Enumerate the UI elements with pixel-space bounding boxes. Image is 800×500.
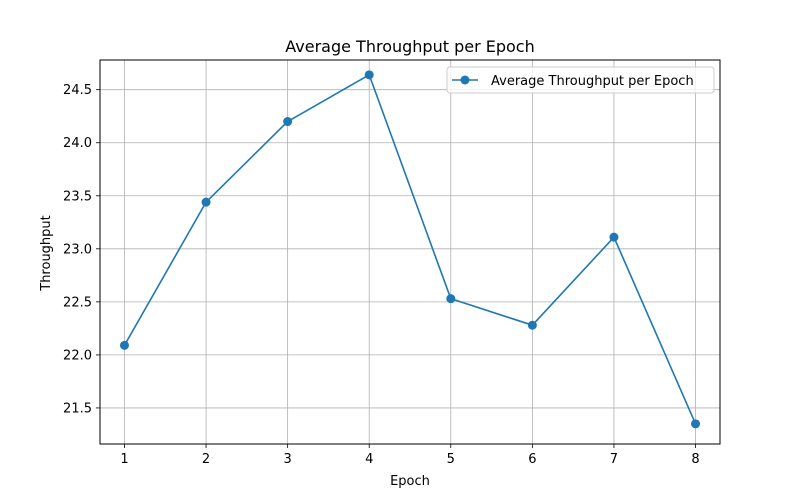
y-tick-label: 24.5 — [63, 83, 92, 98]
y-tick-label: 22.5 — [63, 295, 92, 310]
data-point-marker — [201, 197, 211, 207]
x-tick-label: 5 — [447, 452, 455, 467]
x-tick-label: 6 — [528, 452, 536, 467]
series-layer — [119, 70, 701, 429]
plot-area-frame — [99, 59, 721, 445]
data-point-marker — [119, 340, 129, 350]
y-tick-label: 23.5 — [63, 189, 92, 204]
x-tick-label: 8 — [691, 452, 699, 467]
y-tick-label: 23.0 — [63, 242, 92, 257]
chart-title: Average Throughput per Epoch — [285, 37, 534, 56]
data-point-marker — [283, 117, 293, 127]
legend: Average Throughput per Epoch — [446, 66, 715, 94]
x-tick-label: 3 — [283, 452, 291, 467]
x-tick-label: 2 — [202, 452, 210, 467]
legend-label: Average Throughput per Epoch — [491, 74, 694, 89]
data-point-marker — [609, 232, 619, 242]
data-point-marker — [691, 419, 701, 429]
series-line — [123, 74, 697, 425]
data-point-marker — [527, 320, 537, 330]
x-tick-label: 4 — [365, 452, 373, 467]
x-axis-label: Epoch — [390, 474, 430, 489]
y-tick-label: 21.5 — [63, 401, 92, 416]
axis-ticks: 1 2 3 4 5 6 7 8 21.5 22.0 22.5 23.0 23.5 24.0 24.5 — [63, 83, 700, 467]
x-tick-label: 7 — [610, 452, 618, 467]
data-point-marker — [364, 70, 374, 80]
y-tick-label: 22.0 — [63, 348, 92, 363]
legend-box — [446, 66, 715, 94]
y-axis-label: Throughput — [39, 215, 54, 292]
y-tick-label: 24.0 — [63, 136, 92, 151]
legend-marker-swatch — [460, 75, 470, 85]
data-point-marker — [446, 294, 456, 304]
x-tick-label: 1 — [120, 452, 128, 467]
